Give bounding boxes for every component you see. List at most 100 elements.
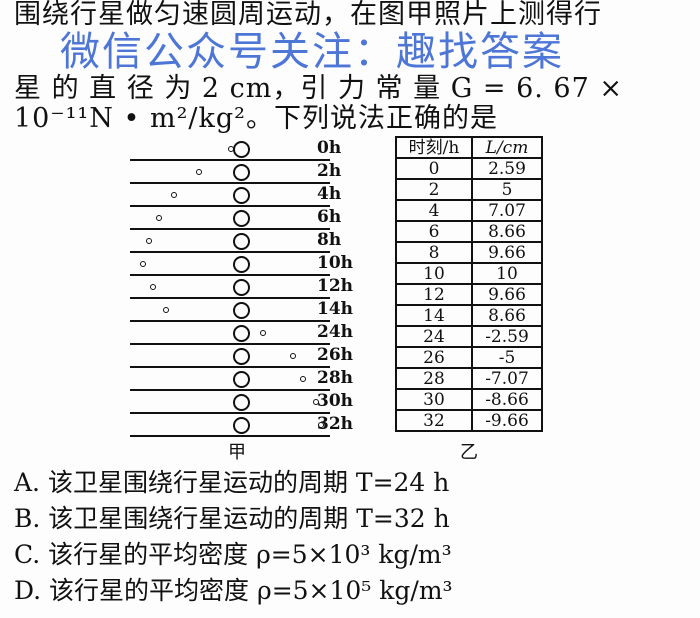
time-label: 28h: [317, 368, 354, 388]
time-label: 26h: [317, 345, 354, 365]
time-cell: 14: [395, 304, 473, 327]
header-distance: L/cm: [471, 136, 543, 159]
photo-row: 0h: [130, 138, 342, 161]
question-line-1: 围绕行星做匀速圆周运动，在图甲照片上测得行: [14, 0, 602, 30]
figure-a-caption: 甲: [228, 442, 246, 463]
table-row: 14 8.66: [395, 304, 543, 327]
baseline: [130, 389, 330, 391]
photo-row: 26h: [130, 345, 353, 368]
option-a[interactable]: A. 该卫星围绕行星运动的周期 T=24 h: [14, 468, 450, 497]
option-b[interactable]: B. 该卫星围绕行星运动的周期 T=32 h: [14, 504, 450, 533]
planet-circle: [233, 302, 250, 319]
satellite-dot: [318, 422, 324, 428]
satellite-dot: [140, 261, 146, 267]
planet-circle: [233, 164, 250, 181]
distance-cell: -8.66: [471, 388, 543, 411]
distance-cell: 8.66: [471, 220, 543, 243]
photo-row: 4h: [130, 184, 342, 207]
time-cell: 28: [395, 367, 473, 390]
baseline: [130, 182, 330, 184]
planet-circle: [233, 256, 250, 273]
satellite-dot: [228, 146, 234, 152]
time-cell: 8: [395, 241, 473, 264]
time-cell: 2: [395, 178, 473, 201]
table-b-caption: 乙: [460, 442, 478, 463]
distance-cell: 9.66: [471, 283, 543, 306]
baseline: [130, 297, 330, 299]
time-cell: 4: [395, 199, 473, 222]
option-c[interactable]: C. 该行星的平均密度 ρ=5×10³ kg/m³: [14, 540, 452, 569]
time-label: 8h: [317, 230, 342, 250]
distance-cell: 10: [471, 262, 543, 285]
baseline: [130, 435, 330, 437]
time-cell: 24: [395, 325, 473, 348]
planet-circle: [233, 187, 250, 204]
baseline: [130, 343, 330, 345]
watermark: 微信公众号关注：趣找答案: [60, 29, 564, 75]
option-d[interactable]: D. 该行星的平均密度 ρ=5×10⁵ kg/m³: [14, 576, 453, 605]
time-label: 2h: [317, 161, 342, 181]
satellite-dot: [171, 192, 177, 198]
baseline: [130, 159, 330, 161]
table-row: 28 -7.07: [395, 367, 543, 390]
time-cell: 10: [395, 262, 473, 285]
photo-row: 2h: [130, 161, 342, 184]
baseline: [130, 251, 330, 253]
distance-cell: 5: [471, 178, 543, 201]
table-row: 12 9.66: [395, 283, 543, 306]
satellite-dot: [196, 169, 202, 175]
time-label: 12h: [317, 276, 354, 296]
satellite-dot: [163, 307, 169, 313]
table-row: 0 2.59: [395, 157, 543, 180]
photo-row: 24h: [130, 322, 353, 345]
time-label: 14h: [317, 299, 354, 319]
planet-circle: [233, 394, 250, 411]
time-label: 0h: [317, 138, 342, 158]
distance-cell: -9.66: [471, 409, 543, 432]
photo-row: 30h: [130, 391, 353, 414]
planet-circle: [233, 348, 250, 365]
distance-cell: 7.07: [471, 199, 543, 222]
distance-cell: 8.66: [471, 304, 543, 327]
time-cell: 32: [395, 409, 473, 432]
table-row: 30 -8.66: [395, 388, 543, 411]
satellite-dot: [146, 238, 152, 244]
distance-cell: 2.59: [471, 157, 543, 180]
baseline: [130, 412, 330, 414]
table-row: 8 9.66: [395, 241, 543, 264]
table-row: 4 7.07: [395, 199, 543, 222]
photo-row: 28h: [130, 368, 353, 391]
distance-cell: 9.66: [471, 241, 543, 264]
baseline: [130, 205, 330, 207]
planet-circle: [233, 141, 250, 158]
time-label: 24h: [317, 322, 354, 342]
distance-cell: -7.07: [471, 367, 543, 390]
table-row: 10 10: [395, 262, 543, 285]
satellite-dot: [313, 399, 319, 405]
time-label: 10h: [317, 253, 354, 273]
time-cell: 0: [395, 157, 473, 180]
satellite-dot: [300, 376, 306, 382]
time-cell: 6: [395, 220, 473, 243]
baseline: [130, 366, 330, 368]
question-line-2: 星 的 直 径 为 2 cm，引 力 常 量 G = 6. 67 ×: [14, 73, 623, 104]
baseline: [130, 320, 330, 322]
time-label: 30h: [317, 391, 354, 411]
photo-row: 8h: [130, 230, 342, 253]
planet-circle: [233, 371, 250, 388]
time-label: 4h: [317, 184, 342, 204]
table-header: 时刻/h L/cm: [395, 136, 543, 159]
time-cell: 26: [395, 346, 473, 369]
planet-circle: [233, 233, 250, 250]
distance-cell: -5: [471, 346, 543, 369]
planet-circle: [233, 279, 250, 296]
photo-row: 6h: [130, 207, 341, 230]
baseline: [130, 228, 330, 230]
table-row: 32 -9.66: [395, 409, 543, 432]
photo-row: 10h: [130, 253, 353, 276]
photo-row: 14h: [130, 299, 353, 322]
baseline: [130, 274, 330, 276]
time-cell: 30: [395, 388, 473, 411]
